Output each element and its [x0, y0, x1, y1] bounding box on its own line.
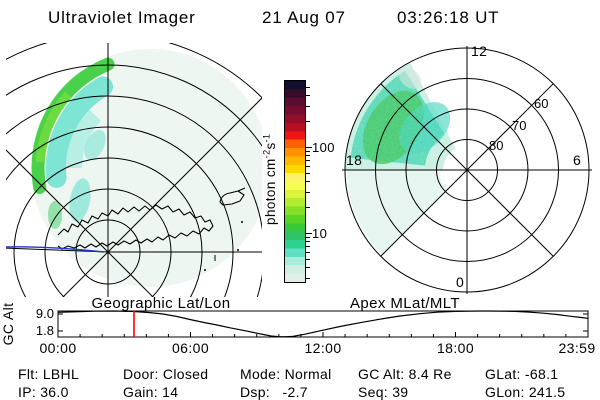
terminator-line	[6, 246, 105, 253]
mlat-ring-label-80: 80	[489, 138, 503, 153]
mlt-label-18: 18	[346, 152, 362, 168]
status-glon: GLon: 241.5	[485, 384, 566, 400]
geographic-image-panel	[6, 43, 262, 297]
aurora-blob	[69, 178, 91, 222]
observation-time: 03:26:18 UT	[397, 8, 500, 27]
status-gcalt: GC Alt: 8.4 Re	[358, 366, 452, 382]
colorbar-gradient	[284, 80, 306, 283]
ytick-9: 9.0	[36, 306, 54, 321]
geo-panel-caption: Geographic Lat/Lon	[92, 295, 231, 312]
aurora-band-cyan	[46, 76, 113, 188]
aurora-arc-green-bright	[35, 91, 72, 163]
status-flt: Flt: LBHL	[18, 366, 80, 382]
orbit-altitude-plot: Geographic Lat/Lon Apex MLat/MLT 9.0 1.8…	[0, 295, 595, 356]
y-axis-label: GC Alt	[0, 303, 16, 346]
colorbar-unit-label: photon cm-2s-1	[261, 133, 278, 225]
xtick-1200: 12:00	[304, 340, 341, 356]
mlt-label-6: 6	[573, 152, 581, 168]
status-dsp: Dsp: -2.7	[240, 384, 308, 400]
status-seq: Seq: 39	[358, 384, 409, 400]
geographic-grid	[6, 43, 262, 297]
mlt-label-0: 0	[456, 274, 464, 290]
coastline	[57, 187, 246, 271]
mlt-label-12: 12	[471, 43, 487, 59]
colorbar-tick-label-10: 10	[312, 226, 328, 241]
colorbar-tick-label-100: 100	[312, 140, 335, 155]
mlat-ring-label-60: 60	[534, 96, 548, 111]
instrument-title: Ultraviolet Imager	[48, 8, 196, 27]
observation-date: 21 Aug 07	[262, 8, 346, 27]
xtick-0000: 00:00	[39, 340, 76, 356]
status-mode: Mode: Normal	[240, 366, 332, 382]
mlt-panel-caption: Apex MLat/MLT	[350, 295, 460, 312]
mlt-polar-panel: 12 18 6 0 80 70 60	[342, 43, 592, 294]
uv-image-field-of-view	[31, 49, 262, 287]
status-gain: Gain: 14	[123, 384, 179, 400]
mlat-ring-label-70: 70	[512, 118, 526, 133]
altitude-curve	[57, 310, 589, 338]
status-ip: IP: 36.0	[18, 384, 69, 400]
aurora-band-cyan-inner	[65, 109, 102, 169]
aurora-blob	[48, 201, 62, 229]
aurora-blob	[84, 130, 106, 160]
mlat-mlt-grid	[342, 46, 592, 294]
xtick-2359: 23:59	[558, 340, 595, 356]
xtick-0600: 06:00	[172, 340, 209, 356]
status-glat: GLat: -68.1	[485, 366, 559, 382]
status-door: Door: Closed	[123, 366, 209, 382]
xtick-1800: 18:00	[437, 340, 474, 356]
ytick-1.8: 1.8	[36, 323, 54, 338]
plot-ticks	[58, 313, 588, 337]
